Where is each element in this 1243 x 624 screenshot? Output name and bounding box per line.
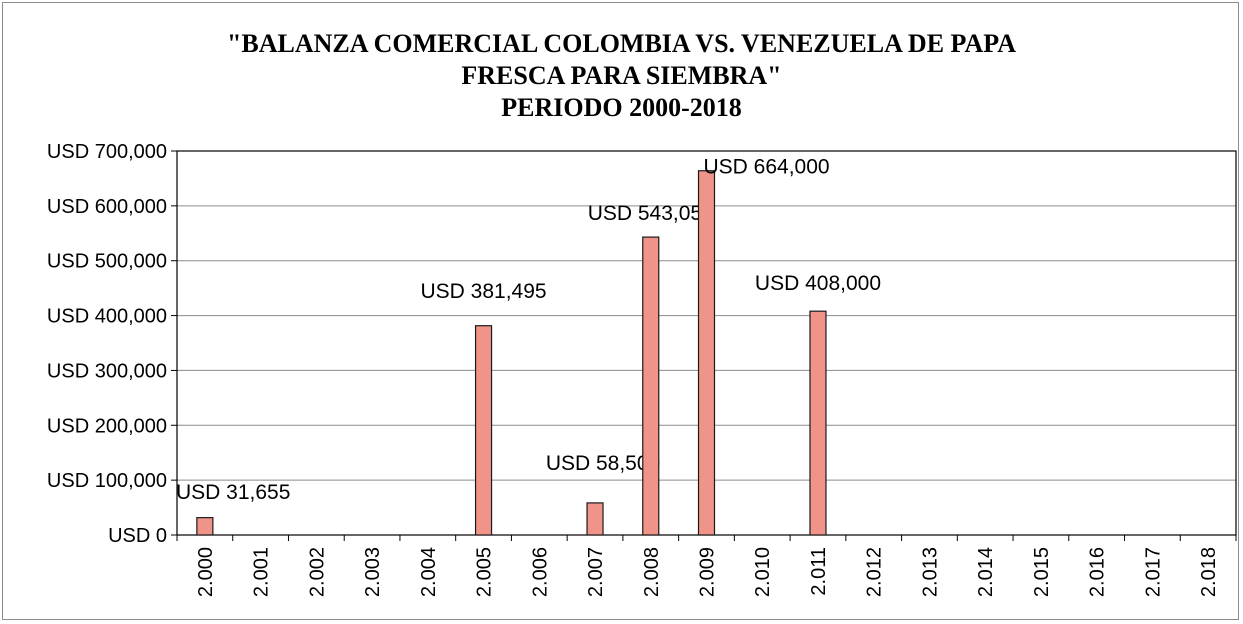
x-tick-label: 2.002 [306,547,328,597]
bar [810,311,826,535]
x-tick-label: 2.006 [529,547,551,597]
x-tick-label: 2.005 [474,547,496,597]
data-label: USD 664,000 [704,156,830,179]
x-tick-label: 2.016 [1087,547,1109,597]
bar [587,503,603,535]
x-tick-label: 2.000 [195,547,217,597]
x-tick-label: 2.011 [808,547,830,596]
x-tick-label: 2.018 [1198,547,1220,597]
x-tick-label: 2.009 [697,547,719,597]
x-tick-label: 2.015 [1031,547,1053,597]
bar [699,171,715,535]
data-label: USD 408,000 [755,272,881,295]
x-tick-label: 2.001 [251,547,273,597]
y-tick-label: USD 300,000 [47,360,167,382]
data-label: USD 31,655 [176,481,290,504]
x-tick-label: 2.008 [641,547,663,597]
y-tick-label: USD 400,000 [47,306,167,328]
bar [476,326,492,535]
bar [197,518,213,535]
y-tick-label: USD 500,000 [47,251,167,273]
y-tick-label: USD 600,000 [47,196,167,218]
y-tick-label: USD 100,000 [47,470,167,492]
data-label: USD 381,495 [421,280,547,303]
x-tick-label: 2.004 [418,547,440,597]
x-tick-label: 2.013 [919,547,941,597]
y-tick-label: USD 0 [108,525,167,547]
data-label: USD 543,050 [588,202,714,225]
x-tick-label: 2.003 [362,547,384,597]
y-tick-label: USD 700,000 [47,141,167,163]
x-tick-label: 2.012 [864,547,886,597]
bar [643,237,659,535]
x-tick-label: 2.014 [975,547,997,597]
x-tick-label: 2.017 [1142,547,1164,597]
y-tick-label: USD 200,000 [47,415,167,437]
x-tick-label: 2.010 [752,547,774,597]
x-tick-label: 2.007 [585,547,607,597]
